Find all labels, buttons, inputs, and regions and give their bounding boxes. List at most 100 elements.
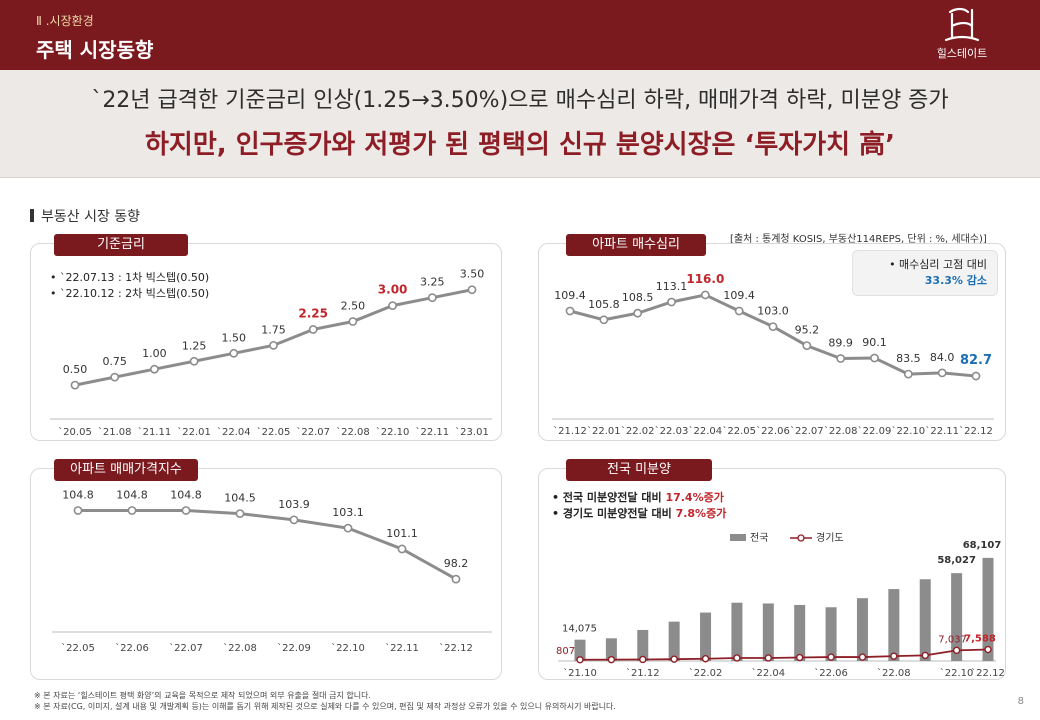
bar-national <box>700 612 712 661</box>
unsold-tag: 전국 미분양 <box>566 459 712 481</box>
x-tick-label: `22.07 <box>296 426 330 438</box>
gyeonggi-point <box>984 645 992 654</box>
data-point <box>451 574 461 584</box>
data-label: 0.50 <box>63 363 88 376</box>
x-tick-label: `22.04 <box>751 667 785 679</box>
bar-national <box>668 621 680 661</box>
data-point <box>110 372 120 382</box>
unsold-note-2-prefix: • 경기도 미분양전달 대비 <box>552 507 676 520</box>
bar-national <box>605 638 617 661</box>
gyeonggi-point <box>639 655 647 664</box>
rate-note-2: • `22.10.12 : 2차 빅스텝(0.50) <box>50 287 210 300</box>
x-tick-label: `22.01 <box>587 425 621 437</box>
sentiment-chart: 109.4 `21.12 105.8 `22.01 108.5 `22.02 113.1 `2… <box>552 272 994 437</box>
x-tick-label: `21.12 <box>626 667 660 679</box>
x-tick-label: `22.02 <box>621 425 655 437</box>
data-label: 3.00 <box>378 283 408 297</box>
bar-national <box>856 598 868 661</box>
section-subtitle: 부동산 시장 동향 <box>30 206 140 226</box>
bar-national <box>951 573 963 661</box>
data-point <box>599 315 609 325</box>
data-point <box>971 371 981 381</box>
data-point <box>565 306 575 316</box>
data-label: 83.5 <box>896 352 921 365</box>
x-tick-label: `22.10 <box>376 426 410 438</box>
data-point <box>937 368 947 378</box>
data-label: 109.4 <box>554 289 586 302</box>
price-chart: 104.8 `22.05 104.8 `22.06 104.8 `22.07 104.5 `2… <box>52 488 492 654</box>
footer-line1: ※ 본 자료는 ‘힐스테이트 평택 화양’의 교육을 목적으로 제작 되었으며 … <box>34 691 371 700</box>
gyeonggi-point <box>858 653 867 661</box>
data-label-prev-national: 58,027 <box>937 555 976 566</box>
data-label: 89.9 <box>828 337 853 350</box>
sentiment-notebox: • 매수심리 고점 대비 33.3% 감소 <box>852 250 998 296</box>
x-tick-label: `22.12 <box>439 642 473 654</box>
unsold-note-1-value: 17.4%증가 <box>665 491 724 504</box>
data-point <box>235 509 245 518</box>
data-label: 104.8 <box>116 488 148 501</box>
x-tick-label: `22.08 <box>824 425 858 437</box>
data-label: 104.5 <box>224 492 256 505</box>
data-label: 0.75 <box>102 355 127 368</box>
gyeonggi-point <box>701 655 710 663</box>
unsold-note-1-prefix: • 전국 미분양전달 대비 <box>552 491 666 504</box>
legend-label-gyeonggi: 경기도 <box>816 531 844 544</box>
data-point <box>836 354 846 363</box>
hillstate-logo-icon <box>944 7 980 42</box>
data-point <box>70 380 80 390</box>
sentiment-note-1: • 매수심리 고점 대비 <box>889 258 987 271</box>
unsold-note-2: • 경기도 미분양전달 대비 7.8%증가 <box>552 506 726 522</box>
data-label: 103.1 <box>332 506 364 519</box>
subtitle-bar <box>30 209 34 222</box>
bar-national <box>888 589 900 661</box>
data-label: 1.25 <box>182 339 207 352</box>
x-tick-label: `22.12 <box>959 425 993 437</box>
gyeonggi-point <box>670 655 678 663</box>
gyeonggi-point <box>607 655 616 664</box>
x-tick-label: `22.02 <box>689 667 723 679</box>
data-point <box>467 285 477 295</box>
gyeonggi-point <box>576 656 584 664</box>
series-line <box>78 508 457 581</box>
section-label: Ⅱ .시장환경 <box>36 14 94 28</box>
data-label: 109.4 <box>723 289 755 302</box>
data-point <box>127 506 137 515</box>
data-point <box>427 293 437 303</box>
data-label: 116.0 <box>686 272 724 286</box>
data-point <box>802 341 812 351</box>
bar-national <box>794 604 806 661</box>
data-label: 108.5 <box>622 291 654 304</box>
gyeonggi-point <box>795 653 804 662</box>
x-tick-label: `21.08 <box>98 426 132 438</box>
data-label: 90.1 <box>862 336 887 349</box>
x-tick-label: `22.05 <box>257 426 291 438</box>
logo-text: 힐스테이트 <box>936 47 988 60</box>
data-label: 105.8 <box>588 298 620 311</box>
data-label: 3.25 <box>420 276 445 289</box>
legend-marker-gyeonggi <box>797 534 805 542</box>
data-point <box>397 544 407 554</box>
data-label: 103.0 <box>757 305 789 318</box>
headline-line2: 하지만, 인구증가와 저평가 된 평택의 신규 분양시장은 ‘투자가치 高’ <box>145 130 895 160</box>
data-point <box>870 353 879 363</box>
x-tick-label: `22.08 <box>336 426 370 438</box>
source-note: [출처 : 통계청 KOSIS, 부동산114REPS, 단위 : %, 세대수… <box>730 234 987 245</box>
data-label: 113.1 <box>656 280 688 293</box>
data-point <box>734 306 744 316</box>
x-tick-label: `22.06 <box>115 642 149 654</box>
footer: ※ 본 자료는 ‘힐스테이트 평택 화양’의 교육을 목적으로 제작 되었으며 … <box>34 690 616 712</box>
data-label: 84.0 <box>930 351 955 364</box>
data-label: 101.1 <box>386 527 418 540</box>
x-tick-label: `22.05 <box>61 642 95 654</box>
data-label: 104.8 <box>170 488 202 501</box>
x-tick-label: `22.05 <box>722 425 756 437</box>
data-point <box>269 340 278 350</box>
data-point <box>348 317 358 326</box>
data-point <box>308 325 318 334</box>
bar-national <box>825 607 837 661</box>
headline-band: `22년 급격한 기준금리 인상(1.25→3.50%)으로 매수심리 하락, … <box>0 70 1040 178</box>
data-label: 2.50 <box>341 300 366 313</box>
subtitle-text: 부동산 시장 동향 <box>41 209 141 225</box>
